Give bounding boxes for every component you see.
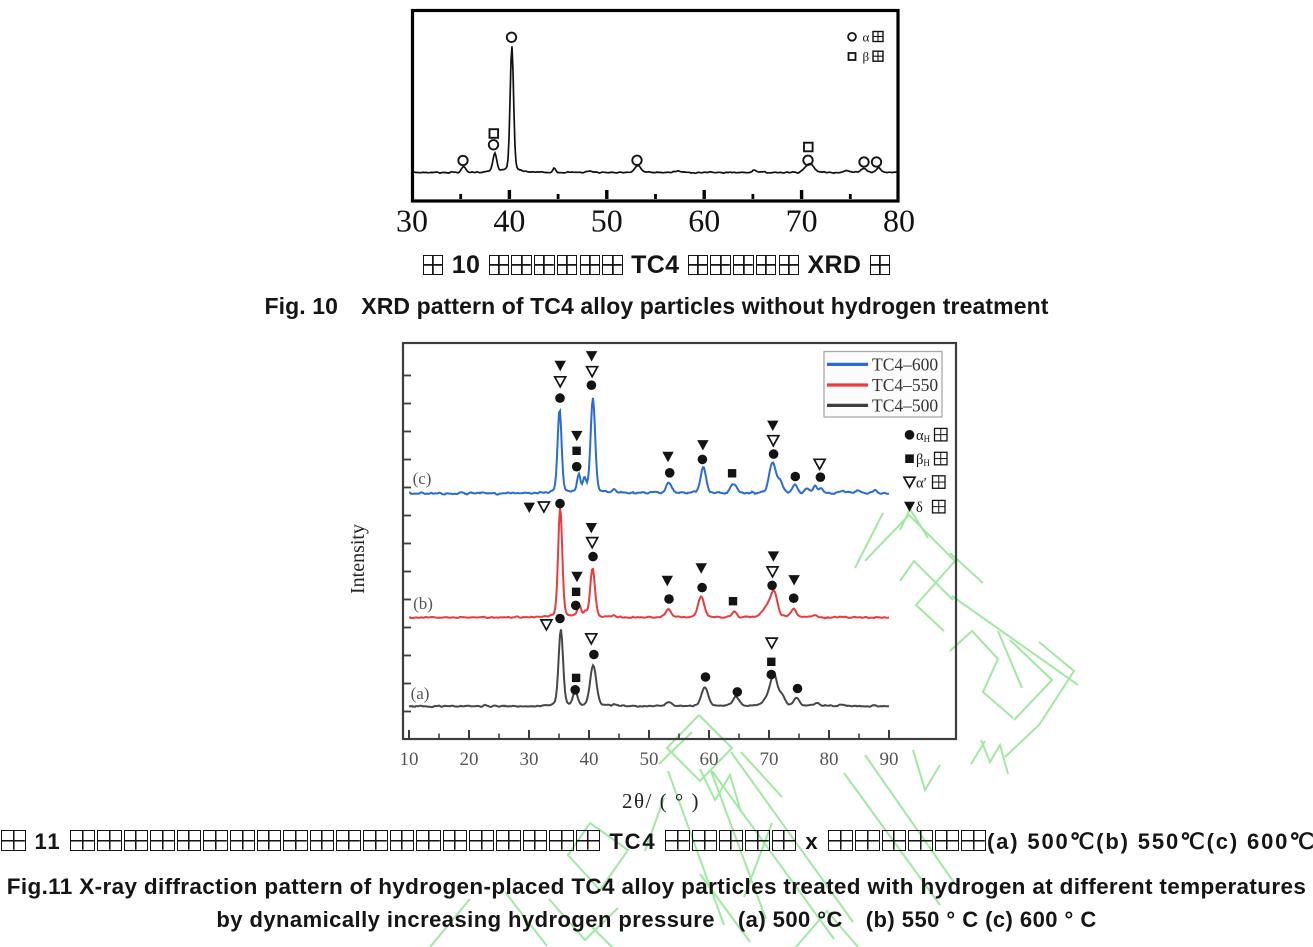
svg-text:40: 40 xyxy=(580,749,599,770)
svg-text:80: 80 xyxy=(820,749,839,770)
svg-text:70: 70 xyxy=(760,749,779,770)
svg-text:60: 60 xyxy=(688,203,720,239)
svg-text:2θ/ ( ° ): 2θ/ ( ° ) xyxy=(622,789,700,813)
svg-text:TC4–550: TC4–550 xyxy=(872,375,938,395)
svg-text:αH: αH xyxy=(916,428,931,444)
svg-text:50: 50 xyxy=(640,749,659,770)
svg-text:βH: βH xyxy=(916,452,930,468)
svg-text:α: α xyxy=(863,30,870,45)
svg-text:50: 50 xyxy=(591,203,623,239)
svg-text:TC4–500: TC4–500 xyxy=(872,395,938,415)
svg-text:δ: δ xyxy=(916,500,923,516)
svg-text:α′: α′ xyxy=(916,476,927,492)
svg-text:20: 20 xyxy=(460,749,479,770)
svg-text:10: 10 xyxy=(400,749,419,770)
svg-text:TC4–600: TC4–600 xyxy=(872,354,938,374)
svg-text:(b): (b) xyxy=(413,594,433,613)
svg-text:70: 70 xyxy=(786,203,818,239)
svg-text:60: 60 xyxy=(700,749,719,770)
svg-text:Intensity: Intensity xyxy=(347,524,369,594)
svg-text:30: 30 xyxy=(396,203,428,239)
svg-text:β: β xyxy=(863,49,870,64)
svg-text:30: 30 xyxy=(520,749,539,770)
svg-text:(a): (a) xyxy=(411,684,430,703)
svg-text:(c): (c) xyxy=(413,469,432,488)
svg-text:90: 90 xyxy=(880,749,899,770)
svg-text:40: 40 xyxy=(493,203,525,239)
svg-text:80: 80 xyxy=(883,203,915,239)
